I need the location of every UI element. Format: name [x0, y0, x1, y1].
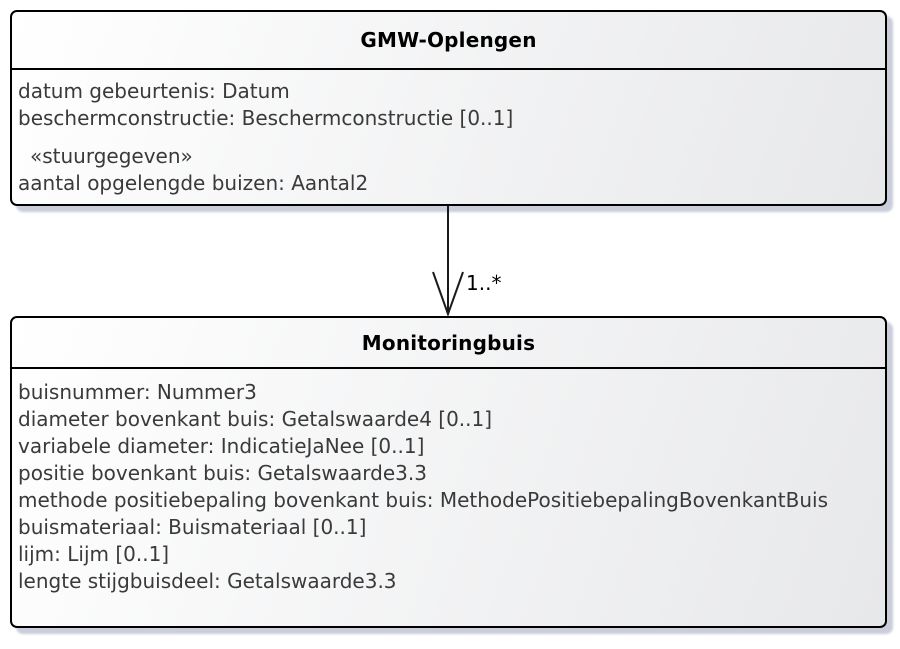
attributes-compartment: buisnummer: Nummer3 diameter bovenkant b…	[12, 369, 885, 595]
class-name: GMW-Oplengen	[360, 28, 537, 52]
open-arrowhead-icon	[432, 271, 464, 317]
class-attribute: buisnummer: Nummer3	[18, 380, 257, 404]
class-name: Monitoringbuis	[361, 330, 536, 355]
class-title-compartment: GMW-Oplengen	[12, 12, 885, 70]
class-attribute: buismateriaal: Buismateriaal [0..1]	[18, 515, 367, 539]
class-attribute: positie bovenkant buis: Getalswaarde3.3	[18, 461, 427, 485]
class-attribute: datum gebeurtenis: Datum	[18, 79, 290, 103]
class-attribute: variabele diameter: IndicatieJaNee [0..1…	[18, 434, 425, 458]
class-attribute: beschermconstructie: Beschermconstructie…	[18, 106, 514, 130]
class-attribute: aantal opgelengde buizen: Aantal2	[18, 171, 369, 195]
class-attribute: lengte stijgbuisdeel: Getalswaarde3.3	[18, 569, 397, 593]
class-attribute: diameter bovenkant buis: Getalswaarde4 […	[18, 407, 493, 431]
class-box-gmw-oplengen[interactable]: GMW-Oplengen datum gebeurtenis: Datum be…	[10, 10, 887, 206]
stereotype-label: «stuurgegeven»	[30, 144, 193, 168]
class-title-compartment: Monitoringbuis	[12, 318, 885, 369]
attributes-compartment: datum gebeurtenis: Datum beschermconstru…	[12, 70, 885, 197]
class-attribute: lijm: Lijm [0..1]	[18, 542, 170, 566]
class-box-monitoringbuis[interactable]: Monitoringbuis buisnummer: Nummer3 diame…	[10, 316, 887, 628]
multiplicity-label: 1..*	[466, 271, 502, 295]
class-attribute: methode positiebepaling bovenkant buis: …	[18, 488, 829, 512]
